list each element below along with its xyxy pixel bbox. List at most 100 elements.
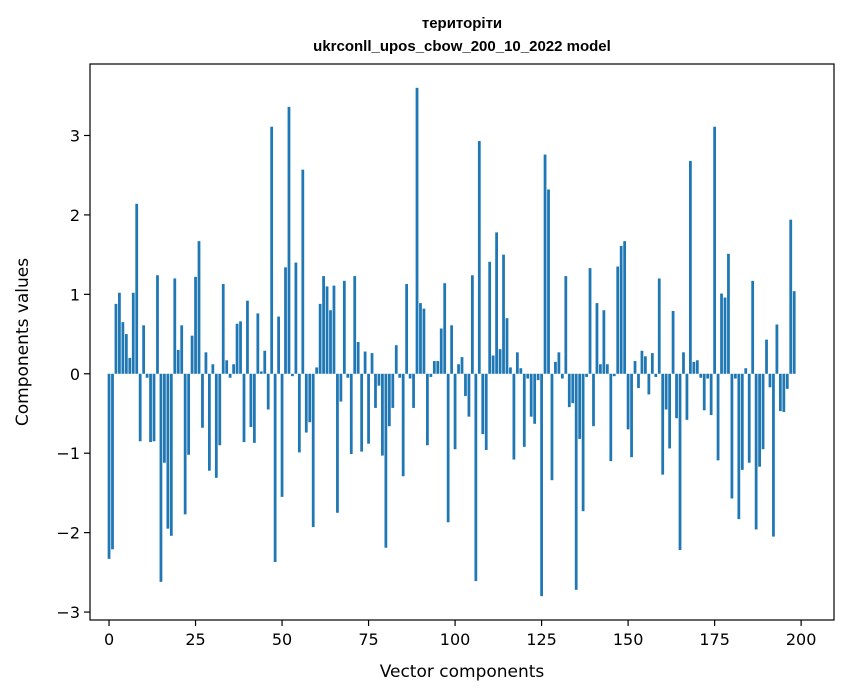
bar xyxy=(664,373,668,410)
bar xyxy=(322,276,325,374)
bar xyxy=(280,373,284,497)
bars-group xyxy=(107,87,796,597)
bar xyxy=(633,361,637,374)
bar xyxy=(374,373,377,408)
x-tick-label: 125 xyxy=(526,630,557,649)
x-tick-label: 0 xyxy=(104,630,114,649)
bar xyxy=(263,350,267,374)
bar xyxy=(114,303,118,374)
bar xyxy=(647,373,651,395)
y-axis-label: Components values xyxy=(13,258,33,426)
bar xyxy=(353,276,357,374)
bar xyxy=(381,373,384,456)
y-tick-label: 1 xyxy=(70,285,80,304)
bar xyxy=(332,285,336,374)
bar xyxy=(370,353,374,374)
bar xyxy=(398,373,402,378)
bar xyxy=(616,266,620,374)
bar xyxy=(426,373,429,446)
bar xyxy=(491,355,495,374)
bar xyxy=(730,373,734,499)
bar xyxy=(481,373,485,435)
bar xyxy=(692,361,696,374)
bar xyxy=(657,278,661,374)
bar xyxy=(758,373,761,467)
bar xyxy=(318,303,322,374)
bar xyxy=(284,267,287,374)
bar xyxy=(166,373,170,529)
bar xyxy=(609,373,613,462)
bar xyxy=(121,322,125,374)
bar xyxy=(474,373,478,582)
bar xyxy=(581,373,585,512)
bar xyxy=(419,303,422,374)
bar xyxy=(266,373,270,410)
bar xyxy=(460,357,464,374)
bar xyxy=(644,356,647,374)
x-tick-label: 25 xyxy=(185,630,205,649)
bar xyxy=(228,373,232,378)
bar xyxy=(543,154,547,374)
bar xyxy=(183,373,187,515)
bar xyxy=(273,373,277,563)
bar xyxy=(252,373,256,443)
bar xyxy=(218,373,222,446)
bar xyxy=(464,373,467,397)
bar xyxy=(291,373,294,377)
bar xyxy=(626,373,630,430)
bar xyxy=(519,368,523,374)
bar xyxy=(768,373,772,388)
bar xyxy=(785,373,789,389)
bar xyxy=(457,364,460,374)
bar xyxy=(706,373,710,379)
bar xyxy=(311,373,315,528)
bar xyxy=(574,373,578,590)
bar xyxy=(522,373,526,447)
bar xyxy=(225,360,229,374)
bar xyxy=(270,126,274,374)
bar xyxy=(699,373,703,378)
bar xyxy=(339,373,343,402)
bar xyxy=(778,373,782,412)
bar xyxy=(214,373,218,478)
bar xyxy=(256,313,260,374)
bar xyxy=(201,373,204,428)
bar xyxy=(751,280,755,374)
bar xyxy=(588,268,592,374)
x-tick-label: 75 xyxy=(358,630,378,649)
bar xyxy=(446,373,450,523)
bar xyxy=(612,373,616,377)
bar xyxy=(720,293,723,374)
bar xyxy=(557,352,561,374)
bar xyxy=(685,373,689,420)
bar xyxy=(204,352,208,374)
bar xyxy=(242,373,246,443)
bar xyxy=(308,373,312,423)
bar xyxy=(208,373,211,471)
bar xyxy=(765,339,768,374)
bar xyxy=(775,324,779,374)
bar xyxy=(564,276,568,374)
bar xyxy=(145,373,149,378)
bar xyxy=(789,219,793,374)
bar xyxy=(637,373,640,389)
bar xyxy=(737,373,741,520)
bar xyxy=(173,278,177,374)
bar xyxy=(498,349,502,374)
y-tick-label: 0 xyxy=(70,365,80,384)
bar xyxy=(277,316,280,374)
bar xyxy=(405,284,409,374)
bar xyxy=(782,373,786,412)
bar xyxy=(401,373,405,477)
bar xyxy=(294,262,298,374)
bar xyxy=(180,325,184,374)
bar xyxy=(509,367,512,374)
bar xyxy=(391,373,395,408)
y-tick-label: −3 xyxy=(56,603,80,622)
bar xyxy=(467,373,471,417)
bar xyxy=(259,371,263,374)
bar xyxy=(689,160,692,374)
bar xyxy=(650,353,654,374)
bar xyxy=(740,373,744,470)
bar xyxy=(512,373,516,460)
